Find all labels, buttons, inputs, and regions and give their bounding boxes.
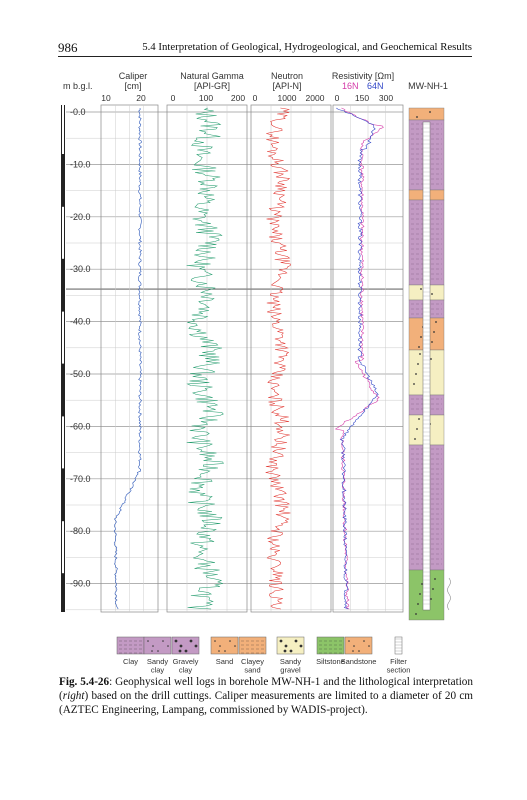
legend-swatch	[316, 636, 345, 655]
resistivity-scale-2: 300	[379, 93, 393, 103]
gamma-scale-1: 100	[199, 93, 213, 103]
caliper-scale-max: 20	[136, 93, 146, 103]
figure-caption: Fig. 5.4-26: Geophysical well logs in bo…	[59, 676, 473, 717]
depth-label: -50.0	[70, 369, 91, 379]
depth-label: -90.0	[70, 579, 91, 589]
caption-text-1: : Geophysical well logs in borehole MW-N…	[59, 676, 473, 702]
neutron-scale-2: 2000	[306, 93, 325, 103]
legend-swatch	[116, 636, 145, 655]
legend-swatch	[210, 636, 239, 655]
legend-label: section	[387, 666, 411, 675]
depth-label: -70.0	[70, 474, 91, 484]
gamma-curve	[186, 107, 224, 610]
depth-label: -0.0	[70, 107, 86, 117]
well-name: MW-NH-1	[408, 81, 448, 91]
depth-label: -30.0	[70, 264, 91, 274]
caption-text-2: ) based on the drill cuttings. Caliper m…	[59, 689, 473, 716]
gamma-scale-0: 0	[171, 93, 176, 103]
resistivity-scale-1: 150	[355, 93, 369, 103]
gamma-unit: [API-GR]	[194, 81, 230, 91]
caliper-scale-min: 10	[101, 93, 111, 103]
legend-swatch	[143, 636, 172, 655]
lithology-layer	[408, 107, 445, 121]
caption-right-word: right	[62, 689, 85, 702]
depth-labels: -0.0 -10.0 -20.0 -30.0 -40.0 -50.0 -60.0 -70.0 -…	[70, 107, 91, 589]
caliper-title: Caliper	[119, 71, 148, 81]
resistivity-16n-curve	[334, 107, 384, 610]
page-number: 986	[58, 40, 78, 55]
neutron-scale-0: 0	[253, 93, 258, 103]
resistivity-scale-0: 0	[335, 93, 340, 103]
caliper-curve	[113, 107, 143, 610]
legend-label: Sandy	[280, 657, 302, 666]
running-title: 5.4 Interpretation of Geological, Hydrog…	[142, 41, 472, 53]
neutron-curve	[265, 107, 291, 610]
resistivity-title: Resistivity [Ωm]	[332, 71, 394, 81]
neutron-title: Neutron	[271, 71, 303, 81]
legend-label: Clay	[123, 657, 138, 666]
lithology-column	[408, 107, 451, 621]
casing-column	[422, 121, 431, 611]
resistivity-64n-curve	[336, 107, 379, 610]
well-log-figure: Caliper [cm] Natural Gamma [API-GR] Neut…	[61, 71, 451, 678]
legend-label: Filter	[390, 657, 407, 666]
page-header: 986 5.4 Interpretation of Geological, Hy…	[58, 40, 472, 57]
neutron-unit: [API-N]	[272, 81, 301, 91]
gamma-title: Natural Gamma	[180, 71, 244, 81]
depth-label: -80.0	[70, 526, 91, 536]
legend-label: Sandy	[147, 657, 169, 666]
legend-label: Clayey	[241, 657, 264, 666]
log-curves	[113, 107, 384, 610]
depth-label: -60.0	[70, 421, 91, 431]
depth-label: -40.0	[70, 317, 91, 327]
caption-label: Fig. 5.4-26	[59, 676, 110, 688]
legend-swatch	[394, 636, 403, 655]
legend-label: Sandstone	[341, 657, 377, 666]
legend-swatch	[238, 636, 267, 655]
gamma-scale-2: 200	[231, 93, 245, 103]
legend-label: Siltstone	[316, 657, 345, 666]
legend-label: sand	[244, 666, 260, 675]
legend-swatch	[344, 636, 373, 655]
legend-label: clay	[151, 666, 165, 675]
resistivity-64n: 64N	[367, 81, 384, 91]
legend-label: gravel	[280, 666, 301, 675]
depth-label: -20.0	[70, 212, 91, 222]
legend-label: Sand	[216, 657, 234, 666]
depth-label: -10.0	[70, 159, 91, 169]
legend-label: Gravely	[173, 657, 199, 666]
legend-label: clay	[179, 666, 193, 675]
caliper-unit: [cm]	[125, 81, 142, 91]
log-grid	[61, 102, 404, 678]
neutron-scale-1: 1000	[278, 93, 297, 103]
depth-axis-label: m b.g.l.	[63, 81, 93, 91]
resistivity-16n: 16N	[342, 81, 359, 91]
